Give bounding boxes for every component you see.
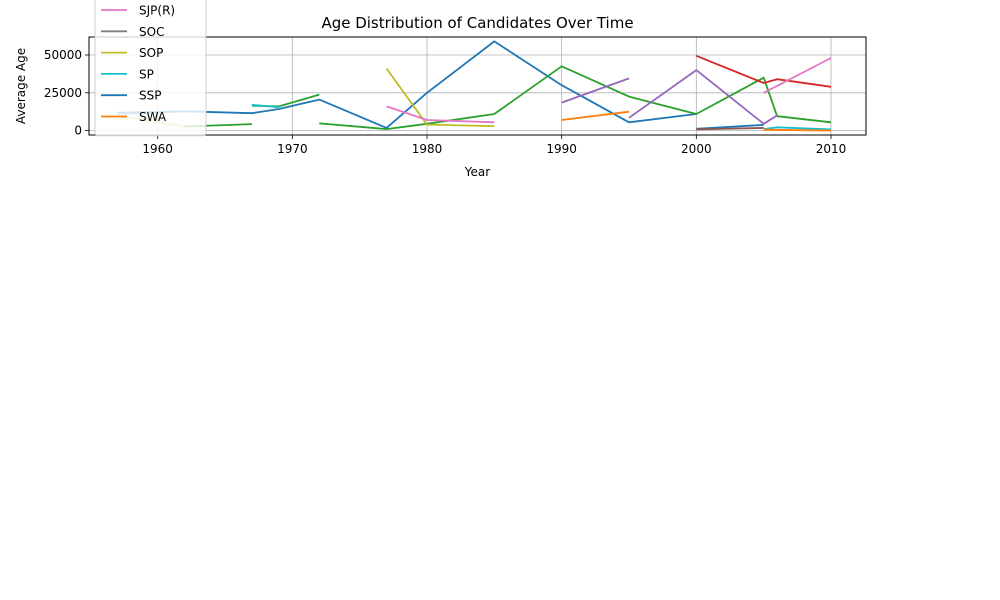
series-line [561,77,630,104]
x-axis: 1960 1970 1980 1990 2000 2010 [142,135,846,156]
series-line [628,69,778,125]
x-axis-label: Year [464,165,490,179]
chart-title: Age Distribution of Candidates Over Time [321,14,633,32]
legend: SJP(R) SOC SOP SP SSP SWA [94,0,207,137]
x-tick-label: 1970 [277,142,308,156]
legend-box [94,0,207,137]
legend-label: SP [139,67,154,81]
x-tick-label: 1960 [142,142,173,156]
y-tick-label: 50000 [44,48,82,62]
legend-label: SOP [139,46,163,60]
legend-label: SWA [139,110,167,124]
series-line [385,68,495,127]
series-line [763,57,832,94]
y-tick-label: 0 [74,124,82,138]
y-axis: 0 25000 50000 [44,48,89,138]
y-tick-label: 25000 [44,86,82,100]
series-line [319,65,832,131]
series-line [561,110,630,121]
series-line [696,127,764,131]
x-tick-label: 2010 [816,142,847,156]
series-line [763,128,832,132]
x-tick-label: 2000 [681,142,712,156]
y-axis-label: Average Age [14,48,28,124]
series-line [763,126,832,131]
x-tick-label: 1980 [412,142,443,156]
x-tick-label: 1990 [546,142,577,156]
series-line [386,105,495,124]
legend-label: SSP [139,89,161,103]
series-line [696,124,764,130]
series-line [117,40,697,129]
plot-frame [88,36,867,136]
legend-label: SOC [139,25,164,39]
series-line [251,104,279,109]
legend-label: SJP(R) [139,4,175,18]
series-line [695,54,832,88]
